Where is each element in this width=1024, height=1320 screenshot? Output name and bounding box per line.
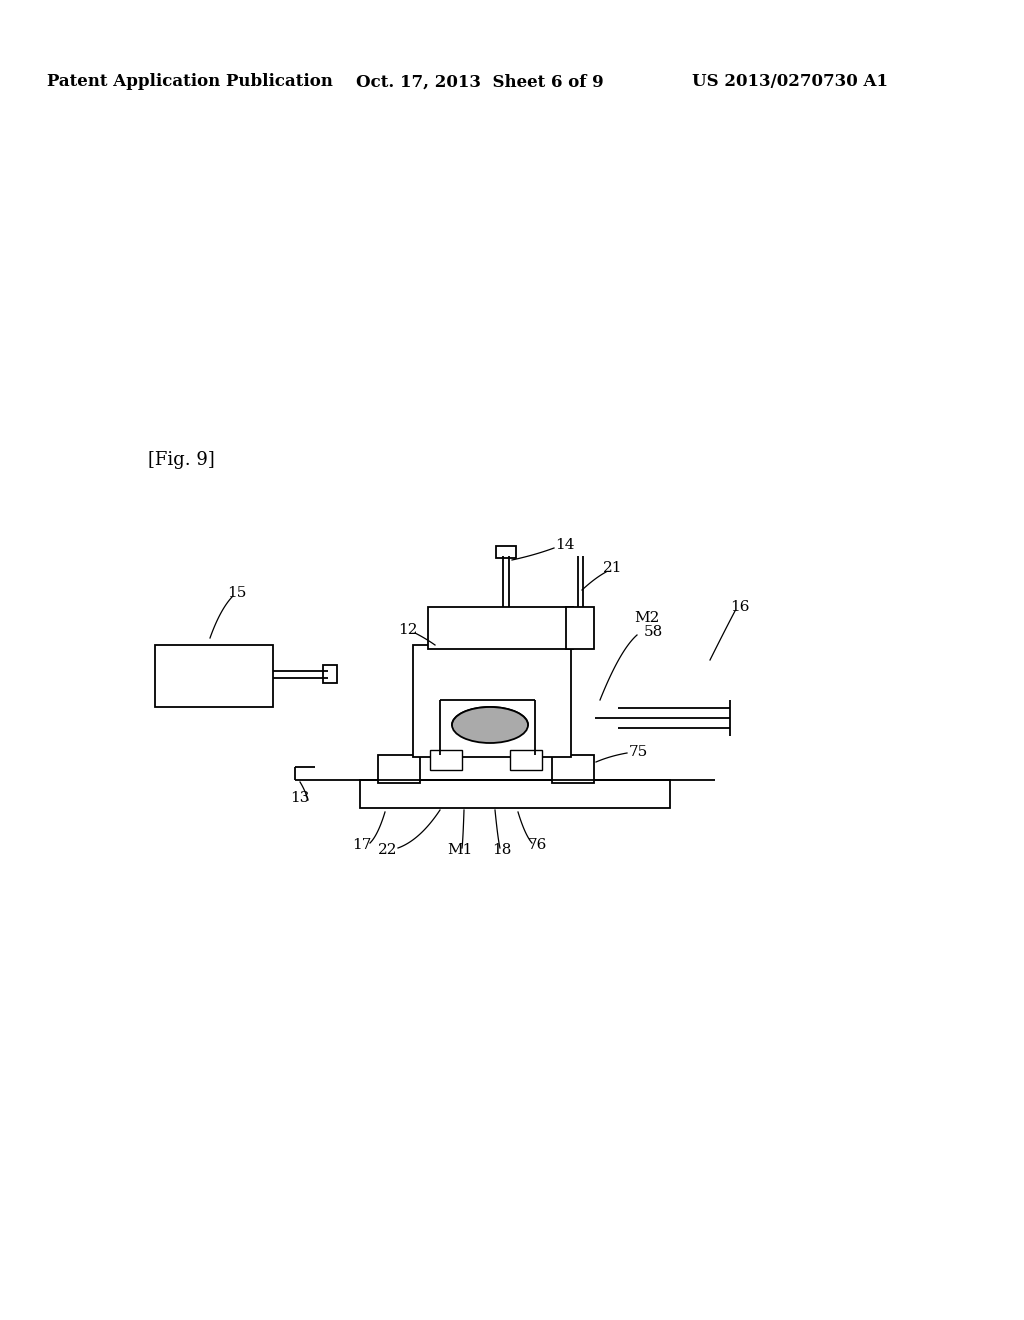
Text: 12: 12 bbox=[398, 623, 418, 638]
Bar bbox=[323, 665, 337, 682]
Text: M1: M1 bbox=[447, 843, 473, 857]
Text: 21: 21 bbox=[603, 561, 623, 576]
Bar bbox=[430, 750, 462, 770]
Bar bbox=[155, 645, 273, 708]
Text: 18: 18 bbox=[493, 843, 512, 857]
Text: [Fig. 9]: [Fig. 9] bbox=[148, 451, 215, 469]
Text: 17: 17 bbox=[352, 838, 372, 851]
Bar bbox=[378, 755, 420, 783]
Text: Oct. 17, 2013  Sheet 6 of 9: Oct. 17, 2013 Sheet 6 of 9 bbox=[356, 74, 604, 91]
Text: 13: 13 bbox=[291, 791, 309, 805]
Text: 15: 15 bbox=[227, 586, 247, 601]
Text: US 2013/0270730 A1: US 2013/0270730 A1 bbox=[692, 74, 888, 91]
Text: 22: 22 bbox=[378, 843, 397, 857]
Text: M2: M2 bbox=[634, 611, 659, 624]
Bar bbox=[552, 755, 594, 783]
Text: 75: 75 bbox=[629, 744, 647, 759]
Text: 16: 16 bbox=[730, 601, 750, 614]
Bar bbox=[413, 645, 571, 756]
Ellipse shape bbox=[452, 708, 528, 743]
Bar bbox=[428, 607, 573, 649]
Bar bbox=[496, 546, 516, 558]
Text: Patent Application Publication: Patent Application Publication bbox=[47, 74, 333, 91]
Bar bbox=[566, 607, 594, 649]
Text: 58: 58 bbox=[643, 624, 663, 639]
Bar bbox=[360, 780, 670, 808]
Text: 76: 76 bbox=[527, 838, 547, 851]
Text: 14: 14 bbox=[555, 539, 574, 552]
Bar bbox=[510, 750, 542, 770]
